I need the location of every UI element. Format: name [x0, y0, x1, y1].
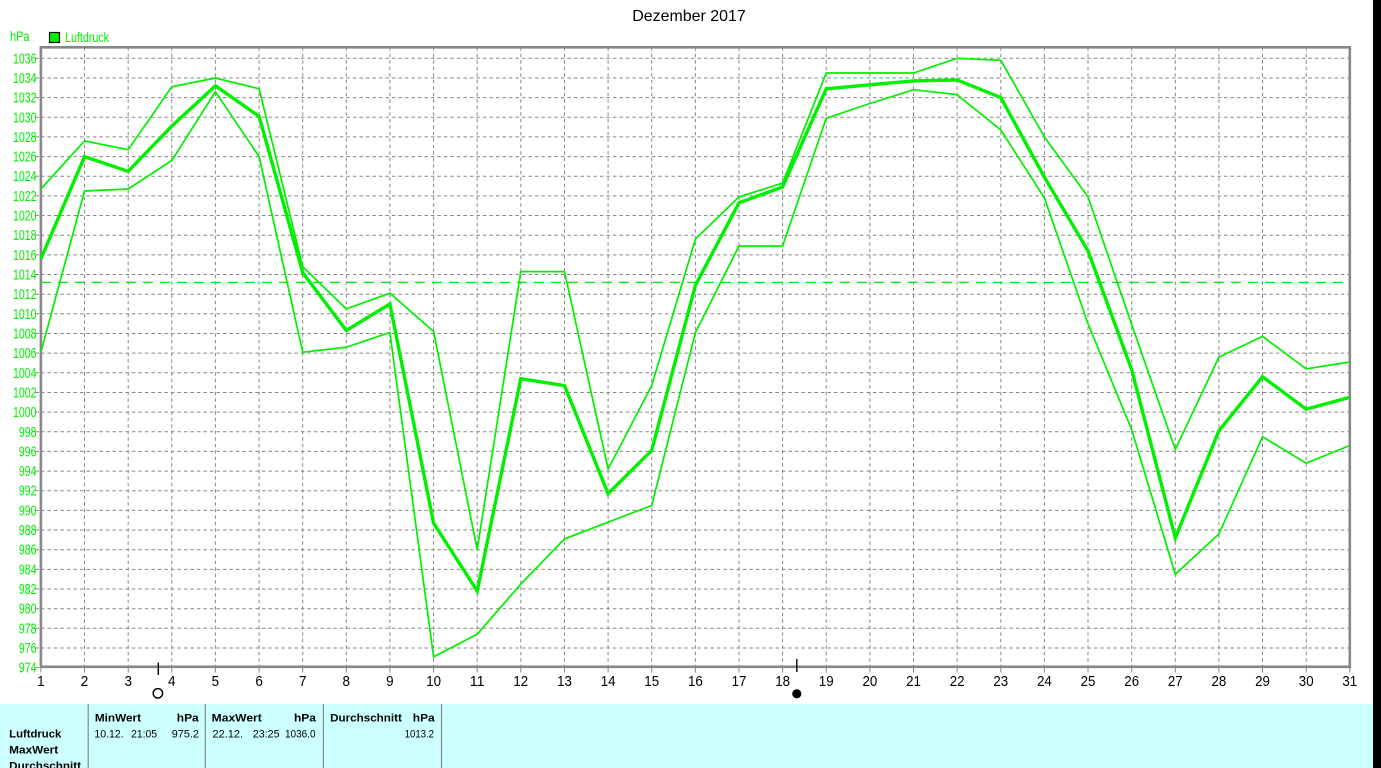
svg-text:22.12.: 22.12.: [213, 728, 244, 740]
svg-text:27: 27: [1168, 674, 1183, 690]
svg-text:1006: 1006: [13, 346, 37, 362]
svg-text:1008: 1008: [13, 327, 37, 343]
svg-text:1012: 1012: [13, 287, 37, 303]
svg-text:hPa: hPa: [413, 712, 436, 724]
svg-text:975.2: 975.2: [172, 728, 199, 740]
svg-text:974: 974: [19, 661, 37, 677]
svg-text:31: 31: [1342, 674, 1357, 690]
svg-text:1032: 1032: [13, 91, 37, 107]
svg-text:MinWert: MinWert: [95, 712, 141, 724]
svg-text:25: 25: [1081, 674, 1096, 690]
svg-text:998: 998: [19, 425, 37, 441]
svg-text:hPa: hPa: [177, 712, 200, 724]
svg-text:1: 1: [37, 674, 45, 690]
svg-text:23: 23: [993, 674, 1008, 690]
svg-text:1016: 1016: [13, 248, 37, 264]
svg-text:992: 992: [19, 484, 37, 500]
svg-text:1014: 1014: [13, 268, 37, 284]
svg-text:982: 982: [19, 582, 37, 598]
svg-text:24: 24: [1037, 674, 1052, 690]
svg-text:1036.0: 1036.0: [285, 728, 316, 740]
svg-text:984: 984: [19, 562, 37, 578]
svg-text:988: 988: [19, 523, 37, 539]
svg-text:1034: 1034: [13, 71, 37, 87]
svg-text:1036: 1036: [13, 51, 37, 67]
svg-text:9: 9: [386, 674, 394, 690]
svg-text:21:05: 21:05: [131, 728, 157, 740]
svg-text:MaxWert: MaxWert: [9, 744, 58, 756]
svg-text:3: 3: [124, 674, 132, 690]
svg-text:Durchschnitt: Durchschnitt: [9, 760, 81, 768]
svg-text:19: 19: [819, 674, 834, 690]
svg-text:hPa: hPa: [294, 712, 317, 724]
svg-text:978: 978: [19, 621, 37, 637]
svg-text:MaxWert: MaxWert: [212, 712, 262, 724]
svg-text:14: 14: [601, 674, 616, 690]
svg-text:2: 2: [81, 674, 89, 690]
svg-text:21: 21: [906, 674, 921, 690]
svg-text:994: 994: [19, 464, 37, 480]
svg-text:8: 8: [343, 674, 351, 690]
svg-text:1004: 1004: [13, 366, 37, 382]
svg-text:986: 986: [19, 543, 37, 559]
svg-text:10: 10: [426, 674, 441, 690]
svg-text:Luftdruck: Luftdruck: [65, 29, 110, 45]
svg-text:11: 11: [470, 674, 485, 690]
svg-text:1024: 1024: [13, 169, 37, 185]
svg-text:980: 980: [19, 602, 37, 618]
svg-text:17: 17: [732, 674, 747, 690]
svg-text:6: 6: [255, 674, 263, 690]
svg-text:4: 4: [168, 674, 176, 690]
svg-text:15: 15: [644, 674, 659, 690]
svg-text:20: 20: [863, 674, 878, 690]
svg-text:1026: 1026: [13, 150, 37, 166]
svg-text:18: 18: [775, 674, 790, 690]
svg-text:1010: 1010: [13, 307, 37, 323]
svg-text:16: 16: [688, 674, 703, 690]
svg-text:1020: 1020: [13, 209, 37, 225]
svg-text:1028: 1028: [13, 130, 37, 146]
svg-text:13: 13: [557, 674, 572, 690]
svg-text:Durchschnitt: Durchschnitt: [330, 712, 402, 724]
svg-text:1030: 1030: [13, 110, 37, 126]
svg-text:Luftdruck: Luftdruck: [9, 728, 62, 740]
svg-text:hPa: hPa: [10, 28, 30, 44]
svg-text:976: 976: [19, 641, 37, 657]
svg-text:1022: 1022: [13, 189, 37, 205]
svg-text:12: 12: [513, 674, 528, 690]
svg-text:28: 28: [1212, 674, 1227, 690]
svg-text:22: 22: [950, 674, 965, 690]
svg-text:990: 990: [19, 503, 37, 519]
svg-text:23:25: 23:25: [253, 728, 280, 740]
svg-text:996: 996: [19, 444, 37, 460]
svg-text:1000: 1000: [13, 405, 37, 421]
svg-text:Dezember 2017: Dezember 2017: [632, 8, 746, 25]
svg-text:1013.2: 1013.2: [405, 728, 434, 740]
svg-text:26: 26: [1124, 674, 1139, 690]
svg-text:1002: 1002: [13, 386, 37, 402]
svg-text:5: 5: [212, 674, 220, 690]
svg-text:30: 30: [1299, 674, 1314, 690]
svg-text:1018: 1018: [13, 228, 37, 244]
svg-text:29: 29: [1255, 674, 1270, 690]
svg-text:7: 7: [299, 674, 307, 690]
svg-text:10.12.: 10.12.: [94, 728, 123, 740]
